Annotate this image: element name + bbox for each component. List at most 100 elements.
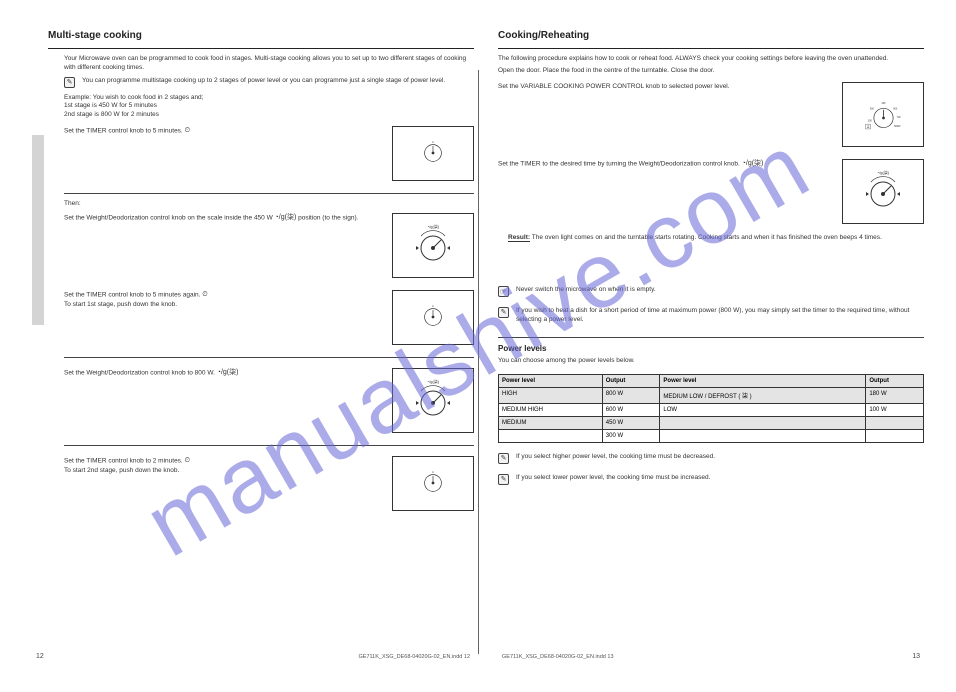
hr [64,357,474,358]
side-tab [32,135,44,325]
timer-dial-icon: ⏲ [419,469,447,497]
hr [48,48,474,49]
right-note2: If you wish to heat a dish for a short p… [516,307,924,325]
table-cell [660,416,866,429]
right-footer-code: GE711K_XSG_DE68-04020G-02_EN.indd 13 [502,654,614,660]
th: Power level [499,374,603,387]
note-icon: ✎ [498,453,509,464]
left-exB: 2nd stage is 800 W for 2 minutes [48,111,474,120]
svg-text:⏲: ⏲ [432,141,435,145]
table-cell: 100 W [866,403,924,416]
left-example: Example: You wish to cook food in 2 stag… [48,94,474,103]
note-icon: ✎ [498,307,509,318]
svg-text:◔/g(柒): ◔/g(柒) [877,169,890,175]
step3-text: Set the TIMER control knob to 5 minutes … [64,291,200,298]
left-exA: 1st stage is 450 W for 5 minutes [48,102,474,111]
weight-dial-icon: ◔/g(柒) [403,375,463,425]
step3-row: Set the TIMER control knob to 5 minutes … [48,290,474,345]
svg-text:⏲: ⏲ [432,304,435,308]
left-footer-code: GE711K_XSG_DE68-04020G-02_EN.indd 12 [359,654,471,660]
bottom-note1: If you select higher power level, the co… [516,453,924,462]
step3sub-text: To start 1st stage, push down the knob. [64,301,177,308]
caution-text: Never switch the microwave on when it is… [516,286,924,295]
table-cell [499,429,603,442]
page-spread: Multi-stage cooking Your Microwave oven … [0,0,956,692]
left-hrNote: Then: [48,200,474,209]
timer-dial-icon: ⏲ [419,139,447,167]
table-cell: 300 W [602,429,660,442]
table-cell: 800 W [602,387,660,403]
left-page-num: 12 [36,653,44,660]
note-icon: ✎ [64,77,75,88]
weight-glyph-icon: ◔/g(柒) [275,214,297,221]
svg-text:◔/g(柒): ◔/g(柒) [427,223,440,229]
step1-row: Set the TIMER control knob to 5 minutes.… [48,126,474,181]
r-step2-row: Set the TIMER to the desired time by tur… [498,159,924,224]
table-cell: 180 W [866,387,924,403]
step2b-text: position (to the sign). [298,214,358,221]
clock-icon: ⏲ [185,457,190,464]
table-cell: HIGH [499,387,603,403]
table-cell [660,429,866,442]
svg-text:450: 450 [881,102,886,105]
r-step1-illus: 100 300 450 600 720 800W 柒 [842,82,924,147]
step5-text: Set the TIMER control knob to 2 minutes. [64,457,183,464]
left-note1: You can programme multistage cooking up … [82,77,474,86]
weight-glyph-icon: ◔/g(柒) [742,160,764,167]
bottom-note2: If you select lower power level, the coo… [516,474,924,483]
r-step1a: Set the VARIABLE COOKING POWER CONTROL k… [498,83,730,90]
right-page-num: 13 [912,653,920,660]
result-text: The oven light comes on and the turntabl… [532,234,882,241]
step4a-text: Set the Weight/Deodorization control kno… [64,369,215,376]
svg-text:600: 600 [893,107,898,110]
hr [64,445,474,446]
step2a-text: Set the Weight/Deodorization control kno… [64,214,273,221]
step3-illus: ⏲ [392,290,474,345]
step2-row: Set the Weight/Deodorization control kno… [48,213,474,278]
right-page: Cooking/Reheating The following procedur… [498,30,924,670]
weight-dial-icon: ◔/g(柒) [853,166,913,216]
table-row: 300 W [499,429,924,442]
svg-text:⏲: ⏲ [432,470,435,474]
table-cell [866,416,924,429]
th: Output [602,374,660,387]
result-label: Result: [508,234,530,242]
table-cell: MEDIUM LOW / DEFROST ( 柒 ) [660,387,866,403]
svg-text:800W: 800W [894,124,901,127]
r-step2-illus: ◔/g(柒) [842,159,924,224]
hr [498,48,924,49]
step5sub-text: To start 2nd stage, push down the knob. [64,467,179,474]
svg-text:300: 300 [869,107,874,110]
right-intro: The following procedure explains how to … [498,55,924,64]
table-cell: MEDIUM [499,416,603,429]
step5-illus: ⏲ [392,456,474,511]
weight-dial-icon: ◔/g(柒) [403,220,463,270]
note-icon: ✎ [498,474,509,485]
table-cell: MEDIUM HIGH [499,403,603,416]
step1-illus: ⏲ [392,126,474,181]
step1-text: Set the TIMER control knob to 5 minutes. [64,127,183,134]
power-dial-icon: 100 300 450 600 720 800W 柒 [856,92,911,137]
clock-icon: ⏲ [185,127,190,134]
left-intro: Your Microwave oven can be programmed to… [48,55,474,73]
table-cell: 450 W [602,416,660,429]
svg-text:720: 720 [896,115,901,118]
power-title: Power levels [498,344,924,353]
right-opendoor: Open the door. Place the food in the cen… [498,67,924,76]
table-row: MEDIUM450 W [499,416,924,429]
svg-text:100: 100 [867,119,872,122]
power-intro: You can choose among the power levels be… [498,357,924,366]
left-title: Multi-stage cooking [48,30,474,41]
table-header-row: Power level Output Power level Output [499,374,924,387]
timer-dial-icon: ⏲ [419,303,447,331]
table-row: MEDIUM HIGH600 WLOW100 W [499,403,924,416]
step4-illus: ◔/g(柒) [392,368,474,433]
r-step1b: Set the TIMER to the desired time by tur… [498,160,740,167]
step4-row: Set the Weight/Deodorization control kno… [48,368,474,433]
weight-glyph-icon: ◔/g(柒) [217,369,239,376]
table-cell: 600 W [602,403,660,416]
right-title: Cooking/Reheating [498,30,924,41]
clock-icon: ⏲ [202,291,207,298]
svg-text:柒: 柒 [866,124,869,128]
th: Output [866,374,924,387]
